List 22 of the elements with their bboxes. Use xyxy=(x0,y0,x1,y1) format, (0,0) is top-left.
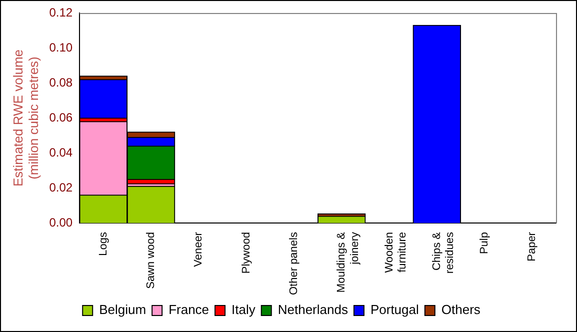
legend-label: Others xyxy=(441,302,481,318)
x-tick-label: Pulp xyxy=(478,232,491,254)
legend-label: Belgium xyxy=(99,302,146,318)
x-tick-label: Paper xyxy=(526,232,538,262)
y-tick-label: 0.10 xyxy=(49,40,73,54)
x-tick-label: Sawn wood xyxy=(145,232,158,289)
y-axis-title: Estimated RWE volume (million cubic metres) xyxy=(10,49,41,187)
y-tick-label: 0.06 xyxy=(49,110,73,124)
x-tick-label: Veneer xyxy=(192,232,205,267)
x-tick-label: Mouldings & joinery xyxy=(336,231,361,293)
x-tick-label: Logs xyxy=(97,232,110,256)
legend-label: Italy xyxy=(232,302,256,318)
y-tick-label: 0.12 xyxy=(49,5,73,20)
x-tick-label: Other panels xyxy=(288,232,300,296)
x-tick-label: Plywood xyxy=(240,232,252,274)
legend-label: Portugal xyxy=(370,302,419,318)
y-tick-label: 0.04 xyxy=(49,145,73,160)
y-tick-label: 0.08 xyxy=(49,75,73,90)
y-tick-label: 0.00 xyxy=(49,215,73,230)
legend-label: France xyxy=(168,302,210,318)
legend-label: Netherlands xyxy=(278,302,348,318)
y-tick-label: 0.02 xyxy=(49,180,73,194)
